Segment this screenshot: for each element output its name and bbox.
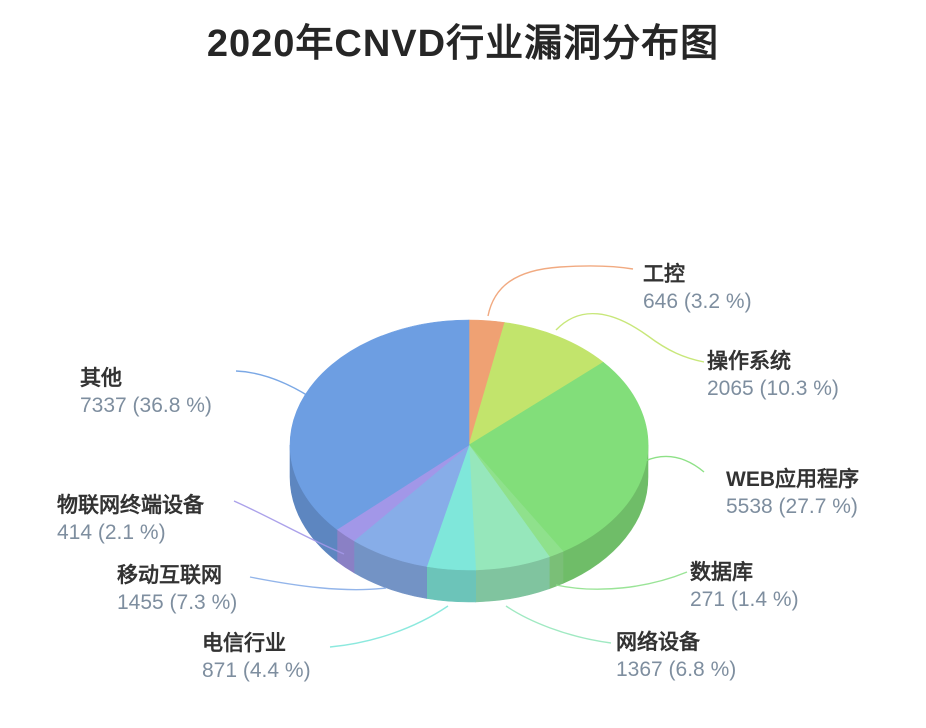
slice-label-value: 5538 (27.7 %) — [726, 495, 858, 518]
leader-line-7 — [233, 500, 345, 555]
slice-label-value: 7337 (36.8 %) — [80, 394, 212, 417]
slice-label-value: 414 (2.1 %) — [57, 521, 166, 544]
leader-line-1 — [555, 312, 705, 363]
pie-slice-1 — [468, 322, 604, 446]
leader-line-3 — [555, 571, 688, 590]
slice-label-name: 物联网终端设备 — [57, 494, 204, 517]
pie-slice-2 — [468, 361, 649, 552]
slice-label-value: 2065 (10.3 %) — [707, 377, 839, 400]
slice-label-value: 1455 (7.3 %) — [117, 591, 238, 614]
slice-label-web: WEB应用程序 5538 (27.7 %) — [726, 466, 859, 520]
slice-label-network-device: 网络设备 1367 (6.8 %) — [616, 629, 736, 683]
slice-label-telecom: 电信行业 871 (4.4 %) — [202, 630, 311, 684]
chart-title: 2020年CNVD行业漏洞分布图 — [206, 23, 720, 65]
pie-slice-side-5 — [426, 566, 476, 603]
slice-label-name: WEB应用程序 — [726, 468, 859, 491]
slice-label-name: 网络设备 — [616, 631, 700, 654]
slice-label-name: 操作系统 — [707, 350, 791, 373]
slice-label-other: 其他 7337 (36.8 %) — [80, 365, 212, 419]
slice-label-os: 操作系统 2065 (10.3 %) — [707, 348, 839, 402]
slice-label-name: 移动互联网 — [117, 564, 222, 587]
slice-label-name: 数据库 — [690, 561, 753, 584]
slice-label-iot-terminal: 物联网终端设备 414 (2.1 %) — [57, 492, 204, 546]
slice-label-value: 271 (1.4 %) — [690, 588, 799, 611]
slice-label-value: 871 (4.4 %) — [202, 659, 311, 682]
leader-line-4 — [505, 605, 612, 644]
slice-label-value: 1367 (6.8 %) — [616, 658, 737, 681]
slice-label-name: 电信行业 — [202, 632, 286, 655]
leader-line-2 — [644, 455, 705, 473]
leader-line-5 — [329, 605, 449, 648]
slice-label-name: 工控 — [643, 263, 685, 286]
slice-label-database: 数据库 271 (1.4 %) — [690, 559, 799, 613]
leader-line-0 — [487, 265, 634, 317]
slice-label-value: 646 (3.2 %) — [643, 290, 752, 313]
pie-slice-side-3 — [549, 550, 564, 590]
slice-label-mobile-internet: 移动互联网 1455 (7.3 %) — [117, 562, 237, 616]
leader-line-6 — [249, 576, 387, 591]
slice-label-gongkong: 工控 646 (3.2 %) — [643, 261, 752, 315]
slice-label-name: 其他 — [80, 367, 122, 390]
leader-line-8 — [235, 370, 311, 398]
